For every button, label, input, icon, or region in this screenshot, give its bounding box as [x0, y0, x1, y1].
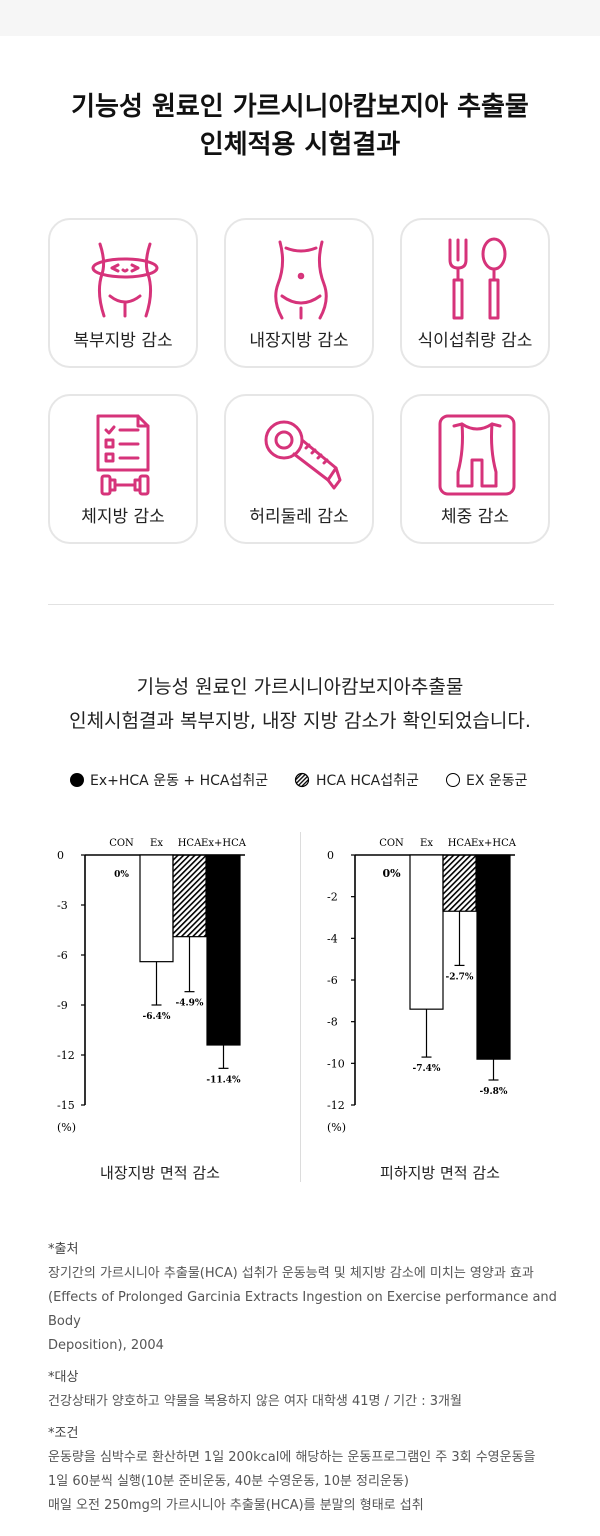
source-line: Deposition), 2004	[48, 1338, 164, 1353]
body-scale-icon	[438, 414, 516, 496]
value-label: 0%	[382, 867, 401, 880]
benefit-label: 체중 감소	[441, 507, 509, 527]
bar	[476, 854, 511, 1060]
benefit-label: 식이섭취량 감소	[417, 331, 533, 351]
y-tick-label: -12	[57, 1049, 75, 1062]
waist-belly-icon	[91, 242, 159, 318]
category-label: Ex+HCA	[471, 838, 517, 849]
category-label: HCA	[178, 838, 202, 849]
chart-caption-subcutaneous: 피하지방 면적 감소	[380, 1164, 500, 1182]
empty-circle-icon	[446, 773, 460, 787]
condition-heading: *조건	[48, 1426, 79, 1441]
unit-label: (%)	[327, 1121, 346, 1134]
condition-line: 매일 오전 250mg의 가르시니아 추출물(HCA)를 분말의 형태로 섭취	[48, 1498, 424, 1513]
tape-measure-icon	[264, 420, 342, 490]
category-label: CON	[379, 838, 404, 849]
value-label: -6.4%	[143, 1012, 171, 1022]
bar	[172, 854, 207, 938]
benefit-label: 허리둘레 감소	[249, 507, 349, 527]
value-label: -4.9%	[176, 999, 204, 1009]
benefit-card-weight: 체중 감소	[400, 394, 550, 544]
value-label: -7.4%	[413, 1064, 441, 1074]
y-tick-label: -2	[327, 891, 338, 904]
legend-item-hca: HCA HCA섭취군	[294, 770, 419, 790]
source-line: (Effects of Prolonged Garcinia Extracts …	[48, 1290, 557, 1329]
page-title-line2: 인체적용 시험결과	[199, 130, 401, 160]
y-tick-label: -10	[327, 1057, 345, 1070]
top-band	[0, 0, 600, 36]
y-tick-label: -6	[57, 949, 68, 962]
filled-circle-icon	[70, 773, 84, 787]
checklist-dumbbell-icon	[96, 414, 150, 496]
page-title-line1: 기능성 원료인 가르시니아캄보지아 추출물	[71, 92, 529, 122]
legend-label: HCA HCA섭취군	[316, 773, 419, 789]
y-tick-label: 0	[327, 849, 334, 862]
subject-heading: *대상	[48, 1370, 79, 1385]
summary-line1: 기능성 원료인 가르시니아캄보지아추출물	[136, 676, 464, 698]
subject-line: 건강상태가 양호하고 약물을 복용하지 않은 여자 대학생 41명 / 기간 :…	[48, 1394, 462, 1409]
chart-separator	[300, 832, 301, 1182]
category-label: CON	[109, 838, 134, 849]
fork-spoon-icon	[448, 237, 507, 320]
chart-caption-visceral: 내장지방 면적 감소	[100, 1164, 220, 1182]
benefit-label: 체지방 감소	[81, 507, 165, 527]
y-tick-label: 0	[57, 849, 64, 862]
bar	[409, 854, 444, 1010]
y-tick-label: -9	[57, 999, 68, 1012]
y-tick-label: -15	[57, 1099, 75, 1112]
category-label: Ex	[150, 838, 163, 849]
bar	[139, 854, 174, 963]
condition-line: 1일 60분씩 실행(10분 준비운동, 40분 수영운동, 10분 정리운동)	[48, 1474, 409, 1489]
summary-line2: 인체시험결과 복부지방, 내장 지방 감소가 확인되었습니다.	[69, 710, 531, 732]
category-label: HCA	[448, 838, 472, 849]
source-heading: *출처	[48, 1242, 79, 1257]
value-label: -9.8%	[480, 1087, 508, 1097]
y-tick-label: -3	[57, 899, 68, 912]
benefit-card-waist: 허리둘레 감소	[224, 394, 374, 544]
unit-label: (%)	[57, 1121, 76, 1134]
benefit-card-visceral-fat: 내장지방 감소	[224, 218, 374, 368]
y-tick-label: -4	[327, 932, 338, 945]
benefit-card-body-fat: 체지방 감소	[48, 394, 198, 544]
category-label: Ex+HCA	[201, 838, 247, 849]
legend-label: Ex+HCA 운동 + HCA섭취군	[90, 773, 269, 789]
chart-visceral-fat: 0 -3 -6 -9 -12 -15 (%) CON Ex HCA Ex+HCA 0% -6.4% -4.…	[57, 838, 247, 1134]
y-tick-label: -8	[327, 1016, 338, 1029]
hatched-circle-icon	[294, 772, 310, 788]
y-tick-label: -6	[327, 974, 338, 987]
source-line: 장기간의 가르시니아 추출물(HCA) 섭취가 운동능력 및 체지방 감소에 미…	[48, 1266, 534, 1281]
chart-subcutaneous-fat: 0 -2 -4 -6 -8 -10 -12 (%) CON Ex HCA Ex+HCA 0% -7.4% -…	[327, 838, 517, 1134]
notes-section: *출처 장기간의 가르시니아 추출물(HCA) 섭취가 운동능력 및 체지방 감…	[48, 1238, 558, 1518]
torso-icon	[274, 240, 328, 320]
bar	[206, 854, 241, 1046]
value-label: 0%	[114, 870, 129, 880]
bar	[442, 854, 477, 912]
legend-label: EX 운동군	[466, 773, 528, 789]
legend-item-ex-hca: Ex+HCA 운동 + HCA섭취군	[70, 770, 268, 790]
legend-item-ex: EX 운동군	[446, 770, 528, 790]
y-tick-label: -12	[327, 1099, 345, 1112]
category-label: Ex	[420, 838, 433, 849]
condition-line: 운동량을 심박수로 환산하면 1일 200kcal에 해당하는 운동프로그램인 …	[48, 1450, 536, 1465]
benefit-label: 내장지방 감소	[249, 331, 349, 351]
benefit-card-belly-fat: 복부지방 감소	[48, 218, 198, 368]
value-label: -2.7%	[446, 972, 474, 982]
benefit-label: 복부지방 감소	[73, 331, 173, 351]
section-divider	[48, 604, 554, 605]
benefit-card-food-intake: 식이섭취량 감소	[400, 218, 550, 368]
value-label: -11.4%	[206, 1075, 241, 1085]
